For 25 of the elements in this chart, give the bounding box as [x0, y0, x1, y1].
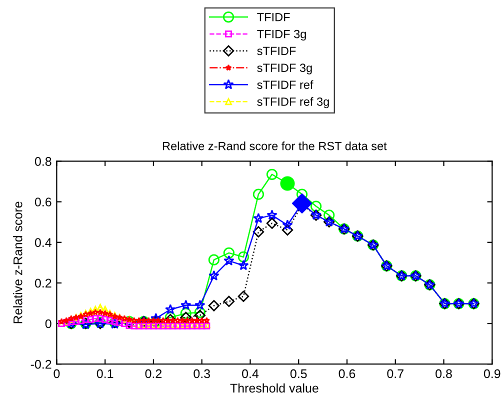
legend-label: sTFIDF 3g: [257, 64, 312, 74]
y-axis-title: Relative z-Rand score: [13, 202, 22, 324]
y-tick-label: 0: [45, 319, 52, 328]
y-tick-label: 0.6: [34, 198, 52, 206]
legend-label: sTFIDF ref: [257, 80, 314, 89]
legend-label: sTFIDF: [257, 46, 296, 56]
x-axis-title: Threshold value: [230, 383, 318, 393]
y-tick-label: 0.2: [34, 278, 52, 288]
x-tick-label: 0.7: [387, 369, 404, 378]
x-tick-label: 0.5: [290, 369, 307, 378]
y-tick-label: 0.8: [34, 157, 52, 166]
legend-label: TFIDF: [257, 13, 290, 22]
x-tick-label: 0.6: [338, 369, 356, 378]
x-tick-label: 0.2: [145, 369, 162, 378]
x-tick-label: 0: [54, 369, 60, 378]
y-tick-label: 0.4: [34, 238, 52, 248]
legend-label: TFIDF 3g: [257, 30, 306, 41]
x-tick-label: 0.3: [194, 369, 210, 378]
x-tick-label: 0.9: [484, 369, 500, 378]
y-tick-label: -0.2: [30, 360, 52, 369]
x-tick-label: 0.1: [96, 369, 114, 378]
x-tick-label: 0.8: [436, 369, 452, 378]
chart-title: Relative z-Rand score for the RST data set: [162, 142, 387, 150]
x-tick-label: 0.4: [242, 369, 259, 378]
legend-label: sTFIDF ref 3g: [257, 97, 329, 108]
